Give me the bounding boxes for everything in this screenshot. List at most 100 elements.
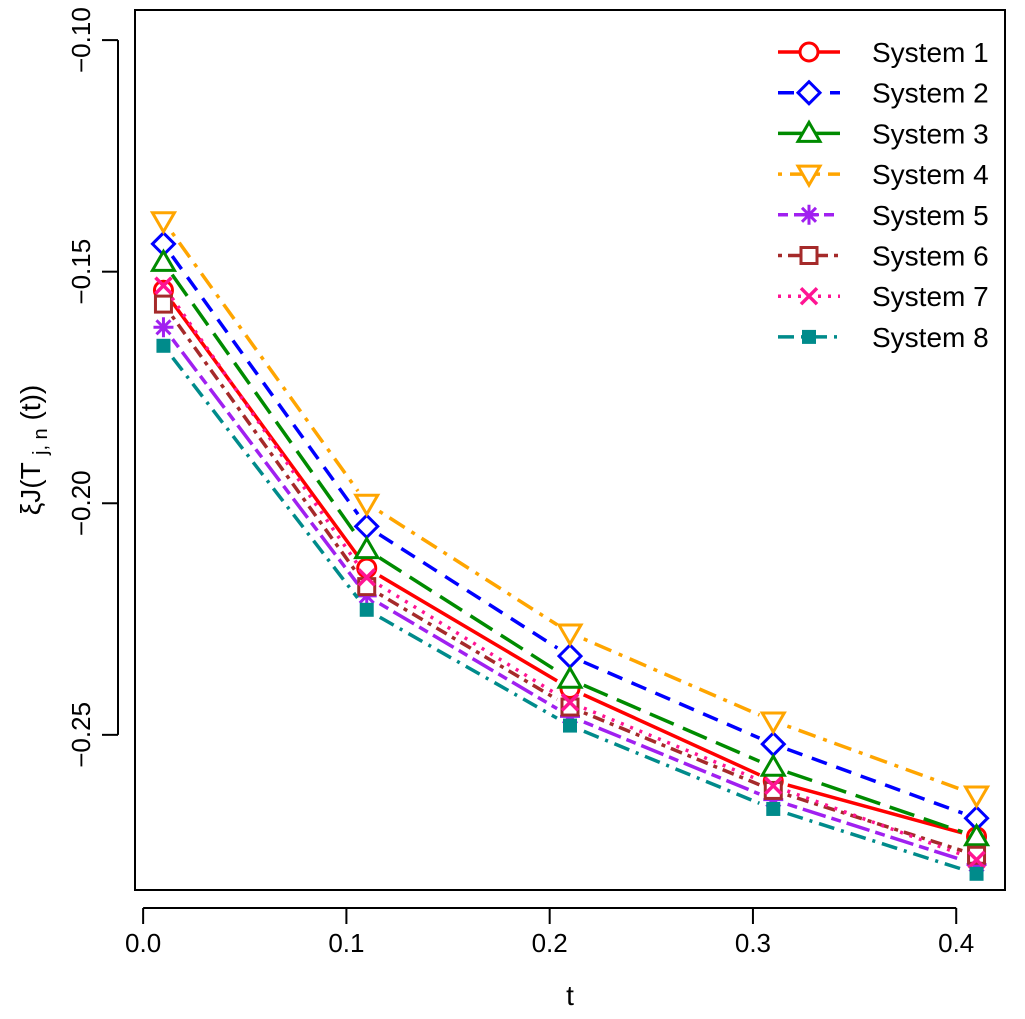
x-tick-label: 0.4 bbox=[938, 928, 974, 958]
y-tick-label: −0.25 bbox=[66, 702, 96, 768]
x-tick-label: 0.0 bbox=[125, 928, 161, 958]
series-line-segment bbox=[378, 592, 558, 701]
legend-label: System 8 bbox=[872, 322, 989, 353]
legend-label: System 4 bbox=[872, 159, 989, 190]
series-line-segment bbox=[378, 574, 558, 683]
y-tick-label: −0.15 bbox=[66, 239, 96, 305]
data-point-triangle-down bbox=[962, 785, 991, 810]
series-line-segment bbox=[378, 602, 558, 711]
series-8 bbox=[156, 338, 984, 881]
series-line-segment bbox=[170, 315, 360, 576]
series-line-segment bbox=[583, 711, 761, 787]
series-line-segment bbox=[786, 770, 963, 834]
data-point-triangle-down bbox=[556, 623, 584, 647]
data-point-filled-square bbox=[969, 866, 984, 881]
legend-label: System 7 bbox=[872, 281, 989, 312]
series-6 bbox=[153, 294, 987, 865]
legend-item: System 3 bbox=[778, 118, 989, 149]
series-line-segment bbox=[583, 683, 761, 763]
series-line-segment bbox=[583, 706, 761, 782]
x-axis-title: t bbox=[566, 980, 574, 1011]
data-point-triangle-up bbox=[149, 248, 178, 272]
legend-marker bbox=[799, 246, 819, 265]
series-line-segment bbox=[170, 231, 360, 493]
series-3 bbox=[149, 248, 991, 847]
data-point-cross bbox=[967, 850, 986, 870]
legend-label: System 5 bbox=[872, 200, 989, 231]
legend-item: System 4 bbox=[778, 159, 989, 190]
data-point-filled-square bbox=[563, 718, 577, 733]
series-layer bbox=[149, 211, 991, 881]
series-line-segment bbox=[582, 693, 761, 777]
data-point-triangle-up bbox=[353, 535, 381, 560]
series-line-segment bbox=[787, 802, 963, 862]
data-point-triangle-down bbox=[149, 211, 178, 235]
data-point-filled-square bbox=[359, 602, 374, 617]
legend-item: System 5 bbox=[778, 200, 989, 231]
series-line-segment bbox=[786, 789, 964, 857]
series-7 bbox=[154, 276, 986, 870]
series-line-segment bbox=[378, 615, 558, 720]
legend-marker bbox=[795, 164, 823, 189]
data-point-circle bbox=[356, 557, 378, 579]
series-line-segment bbox=[787, 811, 963, 871]
data-point-square bbox=[560, 697, 580, 717]
data-point-square bbox=[153, 294, 173, 314]
legend-label: System 6 bbox=[872, 241, 989, 272]
series-line-segment bbox=[786, 724, 964, 792]
y-tick-label: −0.10 bbox=[66, 7, 96, 73]
series-line-segment bbox=[170, 255, 360, 516]
y-axis-title-main: ξJ(T bbox=[15, 462, 46, 515]
legend-item: System 2 bbox=[778, 78, 989, 109]
data-point-cross bbox=[357, 568, 376, 587]
series-4 bbox=[149, 211, 991, 810]
legend-item: System 7 bbox=[778, 281, 989, 312]
y-axis: −0.10 −0.15 −0.20 −0.25 bbox=[66, 7, 119, 768]
legend-item: System 6 bbox=[778, 241, 989, 272]
x-axis: 0.0 0.1 0.2 0.3 0.4 bbox=[125, 907, 974, 958]
data-point-filled-square bbox=[766, 801, 781, 816]
legend: System 1 System 2 System 3 System 4 System 5… bbox=[778, 37, 989, 353]
legend-label: System 3 bbox=[872, 118, 989, 149]
series-2 bbox=[150, 230, 990, 832]
series-line-segment bbox=[170, 296, 360, 567]
series-line-segment bbox=[583, 660, 761, 740]
series-line-segment bbox=[378, 533, 559, 650]
data-point-asterisk bbox=[153, 317, 174, 338]
data-point-square bbox=[763, 780, 783, 800]
legend-label: System 2 bbox=[872, 78, 989, 109]
legend-marker bbox=[799, 286, 819, 306]
legend-label: System 1 bbox=[872, 37, 989, 68]
data-point-cross bbox=[764, 776, 783, 796]
series-line-segment bbox=[787, 793, 963, 853]
data-point-cross bbox=[560, 693, 580, 712]
data-point-triangle-down bbox=[353, 493, 381, 518]
series-line-segment bbox=[786, 747, 964, 815]
data-point-triangle-up bbox=[962, 822, 991, 847]
series-line-segment bbox=[170, 273, 360, 539]
series-line-segment bbox=[378, 509, 559, 627]
x-tick-label: 0.3 bbox=[735, 928, 771, 958]
y-axis-title-suffix: (t)) bbox=[15, 385, 46, 421]
legend-marker bbox=[795, 79, 823, 106]
legend-marker bbox=[795, 119, 823, 143]
legend-marker bbox=[802, 329, 816, 344]
data-point-triangle-up bbox=[759, 753, 787, 777]
legend-marker bbox=[799, 204, 819, 225]
legend-item: System 1 bbox=[778, 37, 989, 68]
data-point-cross bbox=[154, 276, 173, 295]
y-tick-label: −0.20 bbox=[66, 470, 96, 536]
series-line-segment bbox=[583, 720, 761, 796]
data-point-triangle-down bbox=[759, 711, 787, 735]
y-axis-title: ξJ(T j, n (t)) bbox=[15, 385, 53, 515]
series-line-segment bbox=[787, 783, 963, 835]
series-line-segment bbox=[583, 637, 761, 717]
y-axis-title-subscript: j, n bbox=[30, 428, 52, 456]
legend-item: System 8 bbox=[778, 322, 989, 353]
data-point-triangle-up bbox=[556, 665, 584, 689]
plot-area-frame bbox=[134, 9, 1006, 891]
data-point-square bbox=[967, 845, 987, 865]
series-line-segment bbox=[171, 338, 360, 585]
